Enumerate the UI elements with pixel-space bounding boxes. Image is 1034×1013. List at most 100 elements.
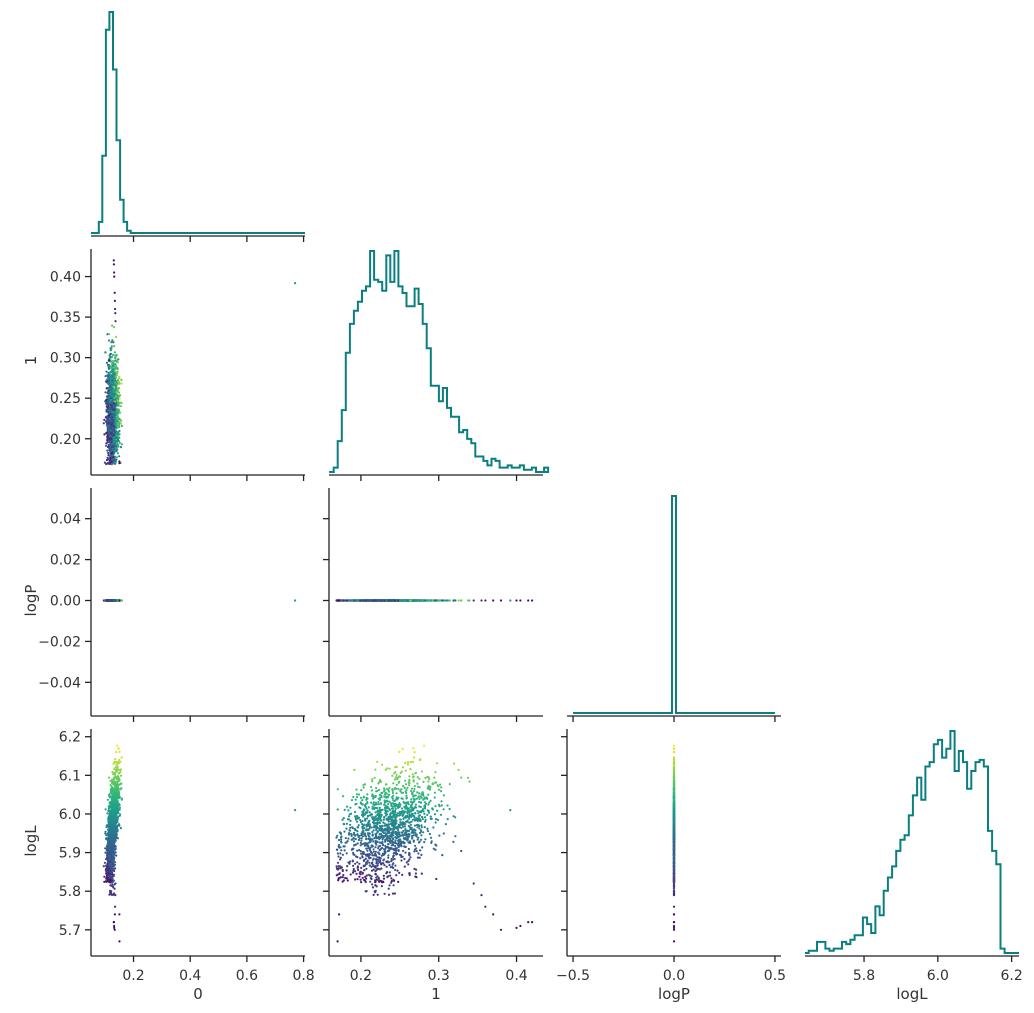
scatter-point bbox=[106, 435, 109, 438]
scatter-point bbox=[106, 798, 109, 801]
scatter-point bbox=[112, 263, 115, 266]
scatter-point bbox=[354, 599, 357, 602]
scatter-point bbox=[116, 361, 119, 364]
scatter-point bbox=[109, 413, 112, 416]
scatter-point bbox=[118, 599, 121, 602]
scatter-point bbox=[492, 599, 495, 602]
scatter-point bbox=[110, 390, 114, 393]
scatter-point bbox=[391, 599, 394, 602]
scatter-point bbox=[114, 312, 117, 315]
scatter-point bbox=[115, 374, 118, 377]
scatter-point bbox=[117, 423, 120, 426]
scatter-point bbox=[107, 389, 110, 393]
scatter-point bbox=[108, 462, 111, 465]
scatter-point bbox=[111, 381, 114, 384]
scatter-point bbox=[472, 599, 475, 602]
scatter-point bbox=[112, 452, 115, 455]
scatter-point bbox=[345, 599, 348, 602]
scatter-point bbox=[431, 599, 434, 602]
scatter-point bbox=[110, 424, 114, 427]
scatter-point bbox=[114, 307, 117, 311]
scatter-point bbox=[112, 428, 115, 431]
scatter-point bbox=[107, 396, 110, 399]
scatter-point bbox=[112, 447, 115, 450]
scatter-point bbox=[113, 408, 116, 411]
scatter-point bbox=[106, 400, 109, 403]
scatter-point bbox=[105, 398, 108, 401]
scatter-point bbox=[115, 416, 118, 419]
scatter-point bbox=[372, 599, 375, 602]
scatter-point bbox=[115, 442, 118, 445]
scatter-point bbox=[114, 368, 117, 371]
scatter-point bbox=[119, 401, 122, 404]
scatter-point bbox=[437, 599, 441, 602]
scatter-point bbox=[114, 435, 117, 438]
scatter-point bbox=[340, 599, 343, 602]
scatter-point bbox=[104, 391, 107, 394]
scatter-point bbox=[110, 376, 113, 379]
scatter-point bbox=[112, 456, 115, 459]
scatter-point bbox=[109, 352, 112, 355]
scatter-point bbox=[118, 433, 121, 436]
scatter-point bbox=[112, 411, 115, 414]
scatter-point bbox=[109, 456, 112, 459]
scatter-point bbox=[117, 402, 120, 405]
scatter-point bbox=[342, 599, 345, 602]
scatter-panel-1-0 bbox=[102, 259, 297, 466]
scatter-point bbox=[110, 417, 113, 420]
scatter-point bbox=[111, 458, 114, 461]
scatter-point bbox=[108, 454, 111, 457]
scatter-point bbox=[113, 374, 116, 377]
scatter-point bbox=[527, 599, 530, 602]
scatter-point bbox=[114, 379, 117, 382]
scatter-point bbox=[114, 363, 117, 366]
scatter-point bbox=[119, 411, 122, 414]
scatter-point bbox=[115, 335, 118, 338]
scatter-point bbox=[484, 599, 487, 602]
scatter-point bbox=[119, 422, 122, 425]
scatter-point bbox=[111, 371, 114, 374]
scatter-point bbox=[111, 364, 114, 368]
scatter-point bbox=[375, 599, 378, 602]
scatter-point bbox=[109, 347, 112, 350]
scatter-point bbox=[116, 438, 120, 442]
scatter-point bbox=[104, 351, 107, 354]
scatter-point bbox=[105, 442, 108, 445]
scatter-point bbox=[350, 599, 353, 602]
scatter-point bbox=[113, 402, 116, 405]
scatter-point bbox=[515, 599, 518, 602]
scatter-point bbox=[364, 599, 367, 602]
scatter-point bbox=[118, 429, 121, 433]
scatter-point bbox=[111, 395, 114, 398]
scatter-point bbox=[115, 419, 118, 422]
scatter-point bbox=[112, 404, 115, 407]
scatter-point bbox=[110, 355, 114, 358]
scatter-point bbox=[113, 275, 116, 278]
scatter-point bbox=[446, 599, 449, 602]
scatter-point bbox=[107, 333, 111, 336]
scatter-point bbox=[400, 599, 403, 602]
scatter-point bbox=[115, 751, 118, 754]
scatter-point bbox=[113, 291, 116, 294]
scatter-point bbox=[105, 361, 108, 364]
scatter-point bbox=[113, 345, 116, 348]
scatter-point bbox=[119, 446, 122, 449]
scatter-point bbox=[448, 599, 451, 602]
scatter-point bbox=[105, 431, 109, 434]
scatter-point bbox=[117, 358, 120, 361]
scatter-point bbox=[113, 396, 116, 399]
scatter-point bbox=[109, 349, 112, 352]
scatter-point bbox=[106, 415, 109, 418]
scatter-point bbox=[105, 420, 108, 423]
scatter-point bbox=[107, 378, 110, 381]
scatter-point bbox=[454, 599, 457, 602]
scatter-point bbox=[109, 438, 112, 441]
scatter-point bbox=[117, 391, 121, 394]
scatter-point bbox=[120, 378, 123, 381]
scatter-point bbox=[118, 381, 121, 384]
scatter-point bbox=[111, 339, 114, 342]
scatter-point bbox=[112, 353, 115, 356]
scatter-point bbox=[115, 391, 118, 394]
scatter-point bbox=[113, 271, 116, 274]
